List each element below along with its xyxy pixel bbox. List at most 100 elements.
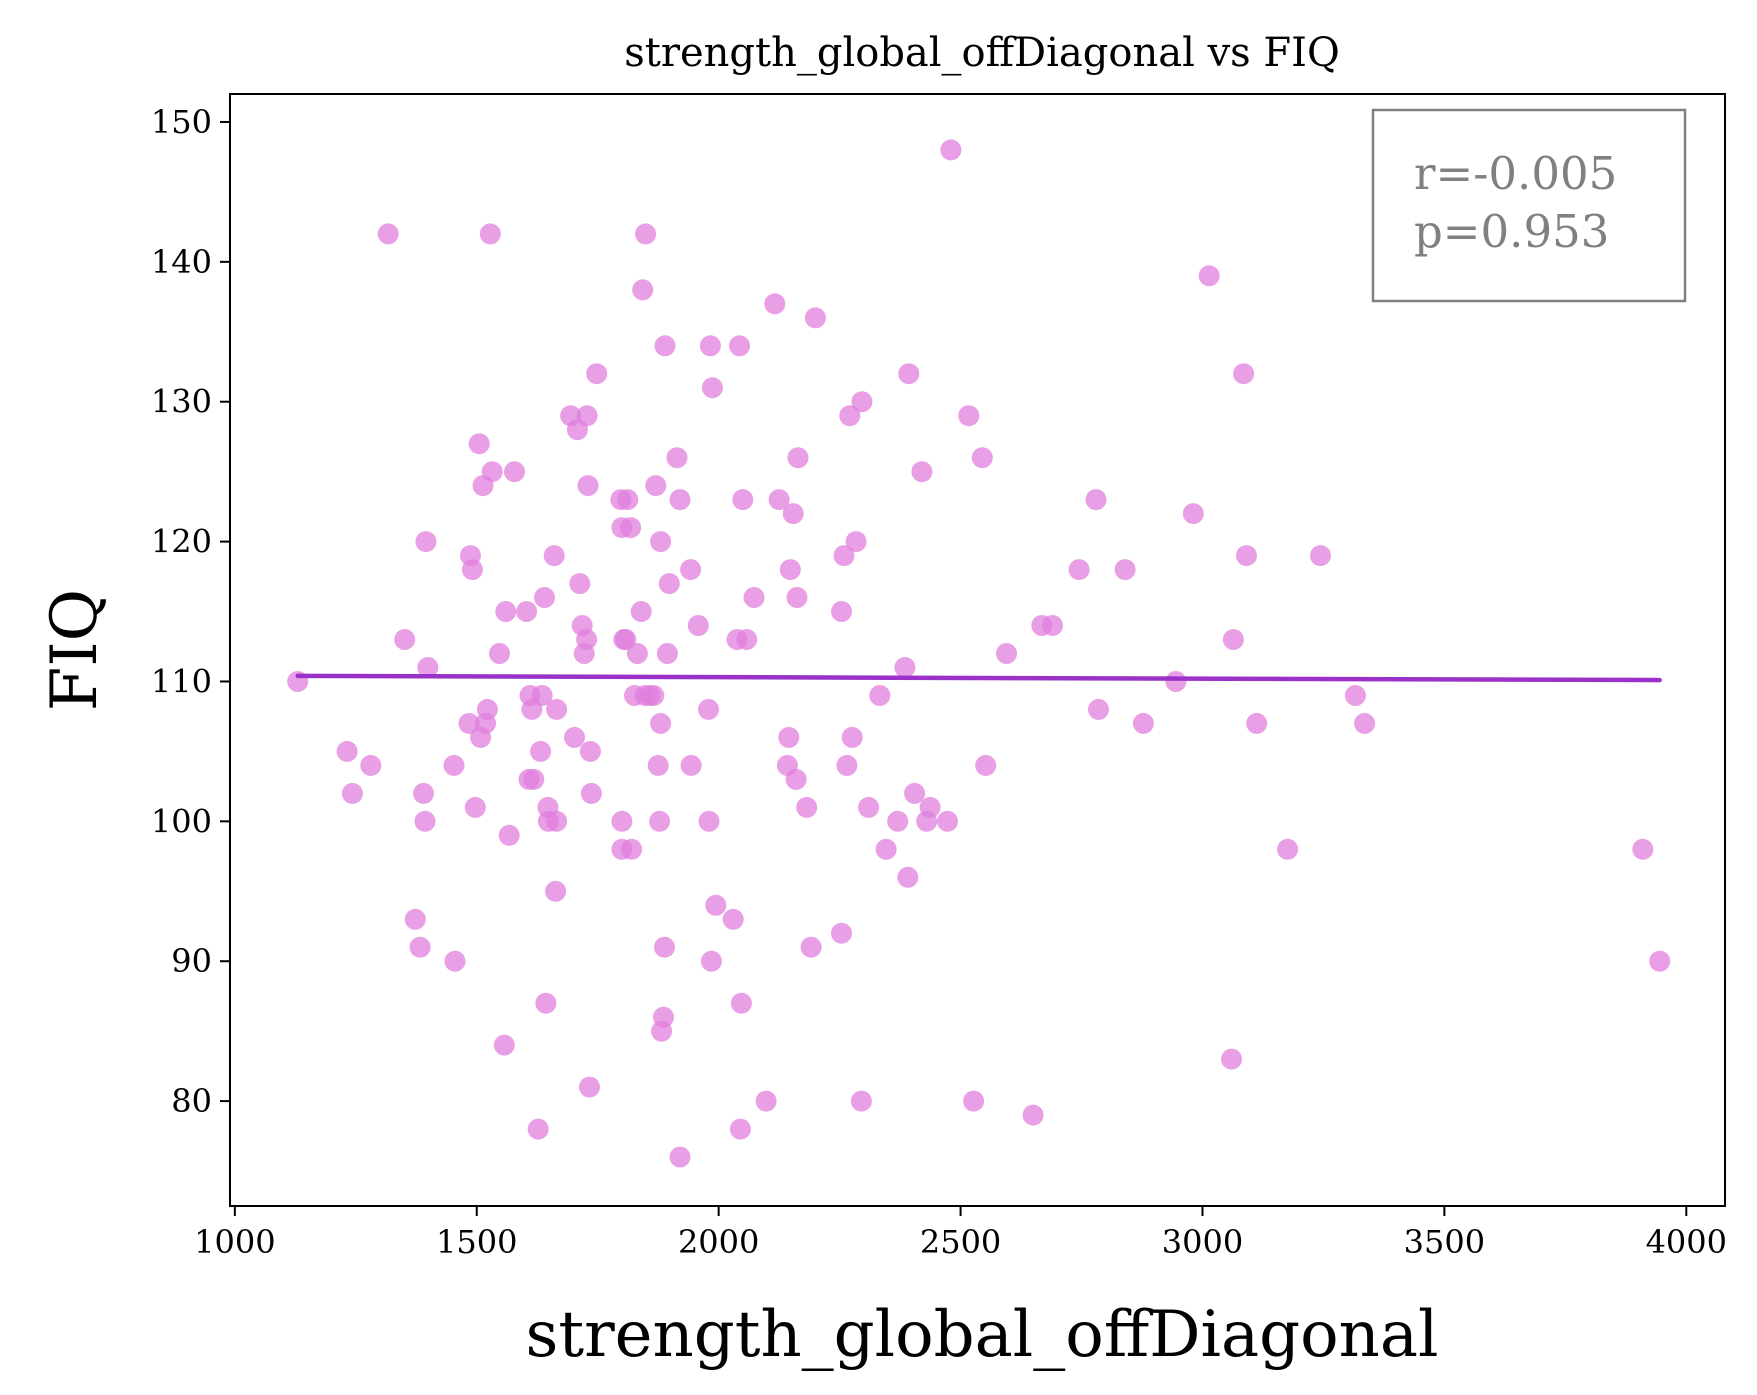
scatter-point xyxy=(778,726,800,748)
scatter-point xyxy=(963,1090,985,1112)
scatter-point xyxy=(755,1090,777,1112)
scatter-point xyxy=(626,643,648,664)
scatter-point xyxy=(1632,838,1654,860)
scatter-point xyxy=(569,573,591,595)
scatter-point xyxy=(458,712,480,734)
scatter-point xyxy=(940,139,962,161)
y-tick-label: 130 xyxy=(151,383,212,421)
scatter-point xyxy=(377,223,399,245)
scatter-point xyxy=(1221,1048,1242,1070)
scatter-point xyxy=(850,1090,872,1112)
scatter-point xyxy=(722,908,744,930)
y-axis: 80 90 100 110 120 130 140 150 xyxy=(151,103,230,1120)
scatter-point xyxy=(443,754,465,776)
scatter-point xyxy=(650,531,672,553)
scatter-point xyxy=(1233,363,1255,385)
y-tick-label: 120 xyxy=(151,523,212,561)
x-tick-label: 1000 xyxy=(194,1223,275,1261)
scatter-point xyxy=(545,880,567,902)
scatter-point xyxy=(534,587,555,608)
scatter-point xyxy=(645,475,667,497)
correlation-r-text: r=-0.005 xyxy=(1414,147,1617,200)
scatter-point xyxy=(836,754,858,776)
scatter-point xyxy=(971,447,993,469)
scatter-point xyxy=(656,643,678,664)
scatter-point xyxy=(779,559,801,581)
scatter-point xyxy=(336,740,358,762)
scatter-point xyxy=(579,1076,600,1098)
scatter-point xyxy=(647,754,669,776)
scatter-point xyxy=(919,796,941,818)
scatter-point xyxy=(409,936,431,958)
scatter-point xyxy=(833,545,855,567)
scatter-point xyxy=(1085,489,1107,511)
scatter-point xyxy=(785,768,807,790)
scatter-point xyxy=(495,601,517,622)
scatter-point xyxy=(680,754,702,776)
scatter-point xyxy=(705,894,727,916)
scatter-point xyxy=(743,587,765,608)
scatter-point xyxy=(897,866,919,888)
scatter-point xyxy=(461,559,483,581)
scatter-point xyxy=(898,363,920,385)
scatter-point xyxy=(687,615,709,636)
scatter-point xyxy=(546,810,568,832)
scatter-point xyxy=(516,601,538,622)
scatter-point xyxy=(476,698,498,720)
scatter-point xyxy=(732,489,754,511)
scatter-point xyxy=(730,992,752,1014)
scatter-point xyxy=(700,950,722,972)
scatter-point xyxy=(504,461,525,483)
scatter-point xyxy=(768,489,790,511)
scatter-point xyxy=(576,405,598,427)
scatter-point xyxy=(468,433,490,455)
scatter-point xyxy=(654,936,675,958)
scatter-point xyxy=(615,629,637,650)
fit-line-layer xyxy=(295,673,1662,683)
scatter-point xyxy=(1022,1104,1044,1126)
scatter-point xyxy=(1042,615,1063,636)
scatter-point xyxy=(796,796,818,818)
scatter-point xyxy=(764,293,786,315)
scatter-point xyxy=(535,992,557,1014)
x-tick-label: 4000 xyxy=(1646,1223,1727,1261)
x-tick-label: 1500 xyxy=(436,1223,517,1261)
scatter-point xyxy=(1354,712,1376,734)
scatter-point xyxy=(858,796,880,818)
scatter-point xyxy=(1236,545,1257,567)
scatter-point xyxy=(617,489,639,511)
scatter-point xyxy=(611,810,633,832)
scatter-point xyxy=(498,824,520,846)
scatter-point xyxy=(489,643,510,664)
scatter-point xyxy=(417,657,439,678)
regression-line xyxy=(295,673,1662,683)
scatter-point xyxy=(579,740,601,762)
scatter-point xyxy=(894,657,916,678)
scatter-point xyxy=(444,950,466,972)
scatter-point xyxy=(666,447,688,469)
scatter-point xyxy=(527,1118,549,1140)
scatter-point xyxy=(586,363,608,385)
scatter-point xyxy=(845,531,867,553)
scatter-point xyxy=(996,643,1017,664)
scatter-point xyxy=(464,796,486,818)
scatter-point xyxy=(643,685,665,706)
scatter-point xyxy=(653,1006,674,1028)
scatter-point xyxy=(958,405,980,427)
scatter-point xyxy=(782,503,804,525)
scatter-point xyxy=(1068,559,1090,581)
scatter-point xyxy=(531,685,553,706)
scatter-point xyxy=(787,447,809,469)
scatter-point xyxy=(1649,950,1671,972)
scatter-point xyxy=(911,461,933,483)
scatter-point xyxy=(341,782,363,804)
y-tick-label: 80 xyxy=(171,1082,212,1120)
scatter-point xyxy=(729,335,750,357)
scatter-point xyxy=(632,279,654,301)
stats-box-frame xyxy=(1371,108,1687,303)
chart-title: strength_global_offDiagonal vs FIQ xyxy=(624,30,1340,76)
scatter-point xyxy=(786,587,808,608)
scatter-point xyxy=(975,754,997,776)
scatter-point xyxy=(493,1034,515,1056)
